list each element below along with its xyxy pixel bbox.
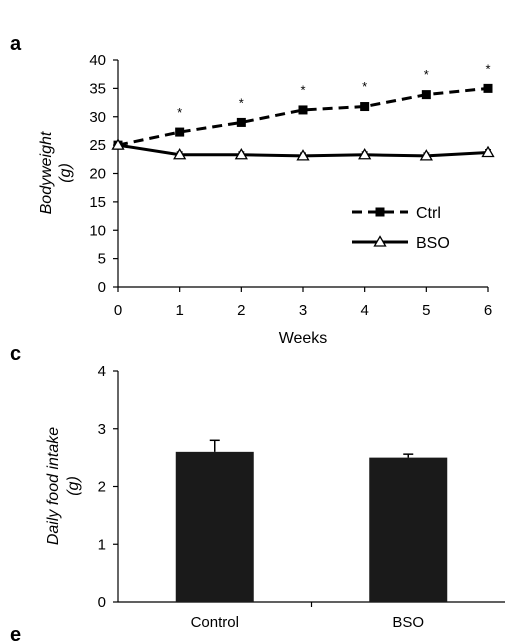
bar-y-tick-label: 1: [98, 536, 106, 553]
data-point-bso: [234, 147, 248, 160]
bar-control: [175, 451, 254, 602]
line-series-group: [111, 83, 495, 161]
line-y-tick-label: 25: [89, 137, 106, 154]
bar-y-tick-label: 2: [98, 479, 106, 496]
bar-category-label: Control: [191, 614, 239, 631]
significance-star: *: [485, 62, 490, 77]
line-y-tick-label: 15: [89, 194, 106, 211]
line-x-tick-label: 3: [299, 302, 307, 319]
line-legend: Ctrl BSO: [352, 205, 450, 252]
data-point-ctrl: [175, 127, 185, 137]
bar-y-tick-label: 4: [98, 363, 106, 380]
line-x-tick-label: 4: [360, 302, 368, 319]
bar-group: [175, 439, 448, 602]
data-point-ctrl: [360, 102, 370, 112]
line-y-tick-label: 35: [89, 80, 106, 97]
panel-label-c: c: [10, 343, 21, 365]
data-point-bso: [111, 138, 125, 150]
data-point-ctrl: [483, 83, 493, 93]
line-x-ticks: 0 1 2 3 4 5 6: [114, 287, 492, 319]
panel-label-a: a: [10, 33, 22, 55]
legend-bso-marker: [373, 235, 387, 247]
bar-y-ticks: 0 1 2 3 4: [98, 363, 118, 611]
significance-star: *: [424, 67, 429, 82]
significance-star: *: [300, 83, 305, 98]
significance-star: *: [239, 96, 244, 111]
significance-star: *: [362, 79, 367, 94]
data-point-ctrl: [236, 117, 246, 127]
bar-y-tick-label: 0: [98, 594, 106, 611]
line-x-axis-title: Weeks: [279, 330, 328, 347]
line-y-axis-title: Bodyweight: [38, 131, 55, 214]
line-x-tick-label: 2: [237, 302, 245, 319]
legend-bso-label: BSO: [416, 235, 450, 252]
food-intake-bar-chart: 0 1 2 3 4 Control BSO Daily food intake (g): [45, 363, 505, 631]
line-y-tick-label: 40: [89, 52, 106, 69]
line-y-axis-unit: (g): [57, 163, 74, 183]
bar-x-labels: Control BSO: [191, 602, 424, 631]
data-point-bso: [358, 147, 372, 160]
significance-markers: * * * * * *: [177, 62, 490, 121]
data-point-bso: [296, 149, 310, 161]
line-y-ticks: 0 5 10 15 20 25 30 35 40: [89, 52, 118, 296]
panel-label-e: e: [10, 624, 21, 642]
bar-y-tick-label: 3: [98, 421, 106, 438]
legend-ctrl-marker: [375, 207, 385, 217]
line-x-tick-label: 0: [114, 302, 122, 319]
significance-star: *: [177, 105, 182, 120]
data-point-ctrl: [421, 90, 431, 100]
line-y-tick-label: 5: [98, 251, 106, 268]
bodyweight-line-chart: 0 5 10 15 20 25 30 35 40 0 1 2 3 4 5 6 Weeks Bodyweigh…: [38, 52, 495, 347]
bar-category-label: BSO: [392, 614, 424, 631]
data-point-bso: [419, 149, 433, 161]
line-y-tick-label: 0: [98, 279, 106, 296]
legend-ctrl-label: Ctrl: [416, 205, 441, 222]
data-point-bso: [481, 145, 495, 158]
bar-y-axis-title: Daily food intake: [45, 427, 62, 545]
line-x-tick-label: 1: [175, 302, 183, 319]
line-y-tick-label: 10: [89, 222, 106, 239]
line-x-tick-label: 5: [422, 302, 430, 319]
line-y-tick-label: 20: [89, 166, 106, 183]
line-x-tick-label: 6: [484, 302, 492, 319]
line-y-tick-label: 30: [89, 109, 106, 126]
data-point-ctrl: [298, 105, 308, 115]
bar-y-axis-unit: (g): [65, 476, 82, 496]
bar-bso: [369, 457, 448, 602]
data-point-bso: [173, 147, 187, 160]
